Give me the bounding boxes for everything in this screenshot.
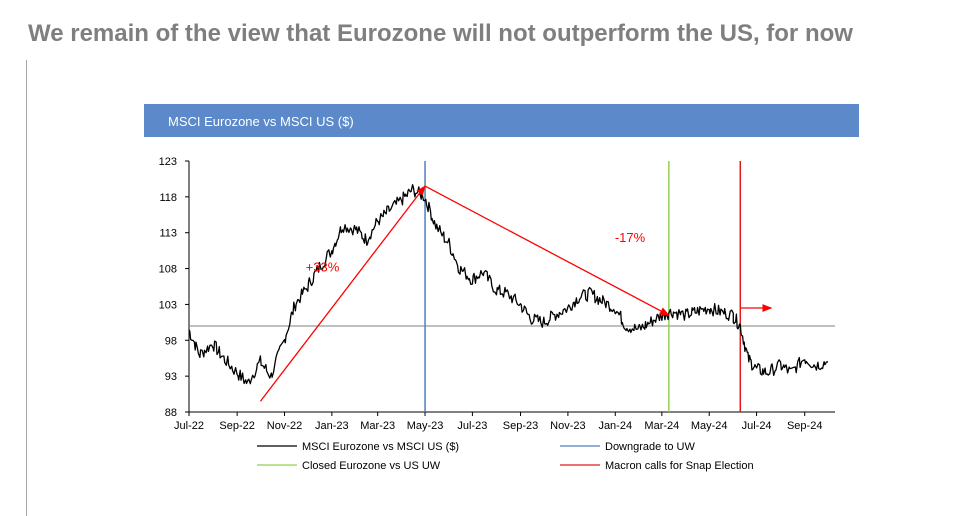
x-tick-label: Jan-24: [598, 420, 632, 432]
trend-arrows: [259, 185, 773, 402]
x-tick-label: Nov-22: [267, 420, 302, 432]
x-tick-label: May-24: [691, 420, 728, 432]
chart-legend: MSCI Eurozone vs MSCI US ($) Downgrade to…: [257, 441, 754, 472]
chart-labels: +33% -17%: [306, 230, 646, 274]
legend-label-1: MSCI Eurozone vs MSCI US ($): [302, 441, 459, 453]
y-tick-label: 103: [159, 299, 177, 311]
left-divider: [26, 60, 27, 516]
y-tick-label: 98: [165, 335, 177, 347]
x-tick-label: Mar-24: [644, 420, 679, 432]
x-tick-label: Jul-22: [174, 420, 204, 432]
slide-title: We remain of the view that Eurozone will…: [28, 20, 853, 47]
x-tick-label: Sep-23: [503, 420, 538, 432]
y-tick-label: 113: [159, 228, 177, 240]
legend-label-2: Downgrade to UW: [605, 441, 695, 453]
trend-arrow-1: [259, 185, 426, 402]
y-tick-label: 88: [165, 407, 177, 419]
y-tick-label: 123: [159, 156, 177, 168]
x-tick-label: Jul-23: [457, 420, 487, 432]
chart-title: MSCI Eurozone vs MSCI US ($): [168, 114, 354, 129]
chart-series: [188, 184, 829, 385]
trend-arrow-2: [424, 185, 670, 316]
x-tick-label: Sep-22: [219, 420, 254, 432]
series-line-1: [188, 184, 829, 385]
x-tick-label: May-23: [407, 420, 444, 432]
y-tick-label: 118: [159, 192, 177, 204]
reference-lines: [189, 161, 835, 412]
x-tick-label: Jan-23: [315, 420, 349, 432]
y-tick-label: 108: [159, 264, 177, 276]
legend-label-3: Closed Eurozone vs US UW: [302, 460, 441, 472]
x-tick-label: Sep-24: [787, 420, 822, 432]
legend-label-4: Macron calls for Snap Election: [605, 460, 754, 472]
x-tick-label: Mar-23: [360, 420, 395, 432]
y-tick-label: 93: [165, 371, 177, 383]
annotation-label-1: +33%: [306, 259, 340, 274]
annotation-label-2: -17%: [615, 230, 646, 245]
x-tick-label: Nov-23: [550, 420, 585, 432]
x-tick-label: Jul-24: [742, 420, 772, 432]
chart-header: MSCI Eurozone vs MSCI US ($): [144, 104, 859, 137]
